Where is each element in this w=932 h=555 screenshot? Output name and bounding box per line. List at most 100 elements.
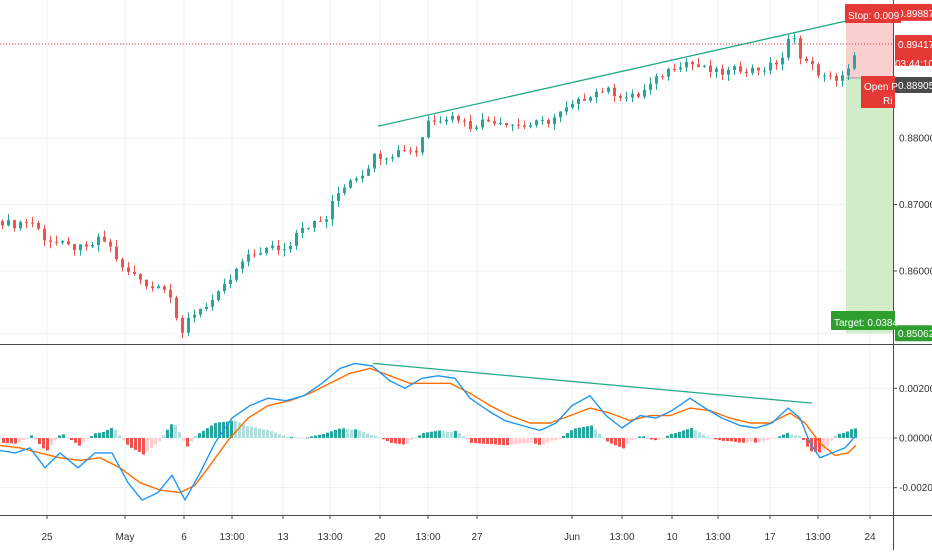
- candle-body: [763, 70, 766, 72]
- macd-histogram-bar: [850, 429, 853, 438]
- candle-body: [637, 93, 640, 97]
- macd-lines: [0, 362, 857, 501]
- candle-body: [31, 222, 34, 224]
- target-price-label-bg: [895, 325, 932, 342]
- macd-histogram-bar: [22, 437, 25, 441]
- macd-histogram-bar: [10, 437, 13, 444]
- candle-body: [127, 267, 130, 272]
- candle-body: [289, 245, 292, 250]
- macd-histogram-bar: [798, 435, 801, 438]
- candle-body: [595, 91, 598, 98]
- macd-histogram-bar: [814, 437, 817, 452]
- macd-histogram-bar: [182, 437, 185, 441]
- candle-body: [451, 115, 454, 120]
- candle-body: [277, 245, 280, 251]
- candle-body: [571, 104, 574, 108]
- candle-body: [835, 75, 838, 81]
- macd-histogram-bar: [562, 435, 565, 438]
- candle-body: [43, 228, 46, 241]
- macd-tick-label: 0.00000: [899, 433, 932, 444]
- candle-body: [313, 220, 316, 228]
- price-candles: [1, 33, 856, 339]
- candle-body: [559, 111, 562, 118]
- macd-histogram-bar: [146, 437, 149, 452]
- macd-histogram-bar: [378, 437, 381, 439]
- candle-body: [217, 291, 220, 301]
- macd-histogram-bar: [438, 430, 441, 438]
- candle-body: [121, 259, 124, 268]
- price-level-label: 0.88000: [899, 134, 932, 145]
- candle-body: [427, 120, 430, 138]
- candle-body: [187, 317, 190, 333]
- candle-body: [259, 253, 262, 255]
- macd-histogram-bar: [398, 437, 401, 444]
- macd-histogram-bar: [714, 437, 717, 440]
- macd-histogram-bar: [586, 426, 589, 438]
- candle-body: [151, 286, 154, 289]
- candle-body: [691, 62, 694, 65]
- candle-body: [673, 68, 676, 70]
- candle-body: [547, 119, 550, 124]
- macd-histogram-bar: [262, 429, 265, 438]
- candle-body: [7, 220, 10, 226]
- macd-histogram-bar: [502, 437, 505, 446]
- candle-body: [283, 249, 286, 251]
- candle-body: [385, 158, 388, 160]
- macd-histogram-bar: [102, 431, 105, 438]
- signal-line: [0, 367, 857, 494]
- time-tick-label: 6: [181, 532, 187, 543]
- candle-body: [97, 236, 100, 245]
- macd-histogram-bar: [42, 437, 45, 449]
- candle-body: [535, 120, 538, 126]
- macd-histogram-bar: [522, 437, 525, 444]
- macd-histogram-bar: [334, 430, 337, 438]
- macd-histogram-bar: [30, 435, 33, 438]
- macd-histogram-bar: [842, 432, 845, 438]
- candle-body: [727, 69, 730, 75]
- candle-body: [235, 268, 238, 280]
- macd-histogram-bar: [786, 432, 789, 438]
- macd-histogram-bar: [694, 430, 697, 438]
- macd-histogram-bar: [478, 437, 481, 444]
- macd-histogram-bar: [206, 428, 209, 438]
- candle-body: [373, 153, 376, 169]
- macd-histogram-bar: [346, 429, 349, 438]
- candle-body: [733, 66, 736, 70]
- candle-body: [709, 65, 712, 73]
- candle-body: [703, 65, 706, 67]
- target-price-label: 0.85062: [898, 329, 932, 340]
- candle-body: [409, 150, 412, 152]
- macd-histogram-bar: [142, 437, 145, 455]
- candle-body: [715, 68, 718, 73]
- candle-body: [253, 254, 256, 256]
- macd-histogram-bar: [450, 432, 453, 438]
- macd-histogram-bar: [826, 437, 829, 446]
- candle-body: [325, 219, 328, 222]
- candle-body: [583, 98, 586, 101]
- macd-histogram-bar: [162, 435, 165, 438]
- candle-body: [541, 119, 544, 121]
- macd-histogram-bar: [126, 437, 129, 445]
- macd-histogram-bar: [82, 437, 85, 443]
- candle-body: [361, 175, 364, 179]
- macd-histogram-bar: [750, 437, 753, 442]
- candle-body: [433, 120, 436, 122]
- time-tick-label: 13: [277, 532, 289, 543]
- candle-body: [295, 233, 298, 246]
- candle-body: [493, 121, 496, 124]
- time-tick-label: 24: [864, 532, 876, 543]
- candle-body: [241, 261, 244, 269]
- candle-body: [721, 68, 724, 75]
- macd-histogram-bar: [170, 424, 173, 438]
- candle-body: [607, 87, 610, 92]
- macd-trendline: [372, 362, 813, 404]
- macd-histogram-bar: [434, 431, 437, 438]
- macd-histogram-bar: [578, 427, 581, 438]
- macd-histogram-bar: [494, 437, 497, 445]
- macd-histogram-bar: [730, 437, 733, 442]
- macd-histogram-bar: [6, 437, 9, 444]
- macd-histogram-bar: [530, 437, 533, 443]
- candle-body: [349, 180, 352, 188]
- candle-body: [847, 68, 850, 76]
